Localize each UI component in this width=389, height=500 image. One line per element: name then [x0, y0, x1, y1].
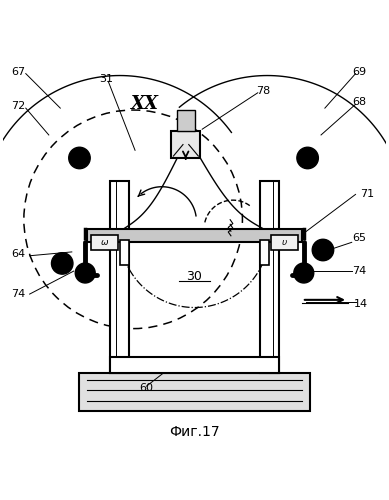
- Text: $\upsilon$: $\upsilon$: [281, 238, 288, 247]
- Text: Фиг.17: Фиг.17: [169, 425, 220, 439]
- Bar: [120, 240, 129, 266]
- Text: 31: 31: [99, 74, 113, 85]
- Text: 60: 60: [140, 383, 154, 393]
- Circle shape: [69, 147, 90, 169]
- Circle shape: [297, 147, 318, 169]
- Text: 30: 30: [187, 270, 202, 283]
- Text: 78: 78: [256, 86, 271, 96]
- Bar: [110, 181, 129, 372]
- Circle shape: [75, 263, 95, 283]
- Bar: [110, 358, 279, 372]
- Bar: [91, 234, 118, 250]
- Bar: [271, 234, 298, 250]
- Circle shape: [294, 263, 314, 283]
- Text: 65: 65: [352, 234, 366, 243]
- Circle shape: [312, 240, 334, 260]
- Text: 72: 72: [11, 101, 25, 111]
- Text: 67: 67: [11, 66, 25, 76]
- Text: 74: 74: [11, 289, 25, 299]
- Bar: [172, 131, 200, 158]
- Text: 74: 74: [352, 266, 366, 276]
- Text: 68: 68: [352, 98, 366, 108]
- Bar: [177, 110, 194, 131]
- Text: 69: 69: [352, 66, 366, 76]
- Bar: [260, 181, 279, 372]
- Circle shape: [51, 252, 73, 274]
- Text: 14: 14: [354, 298, 368, 308]
- Bar: [87, 229, 302, 242]
- Bar: [260, 240, 269, 266]
- Text: XX: XX: [131, 96, 159, 114]
- Bar: [79, 372, 310, 411]
- Text: 71: 71: [360, 190, 374, 200]
- Text: $\omega$: $\omega$: [100, 238, 109, 247]
- Text: 64: 64: [11, 249, 25, 259]
